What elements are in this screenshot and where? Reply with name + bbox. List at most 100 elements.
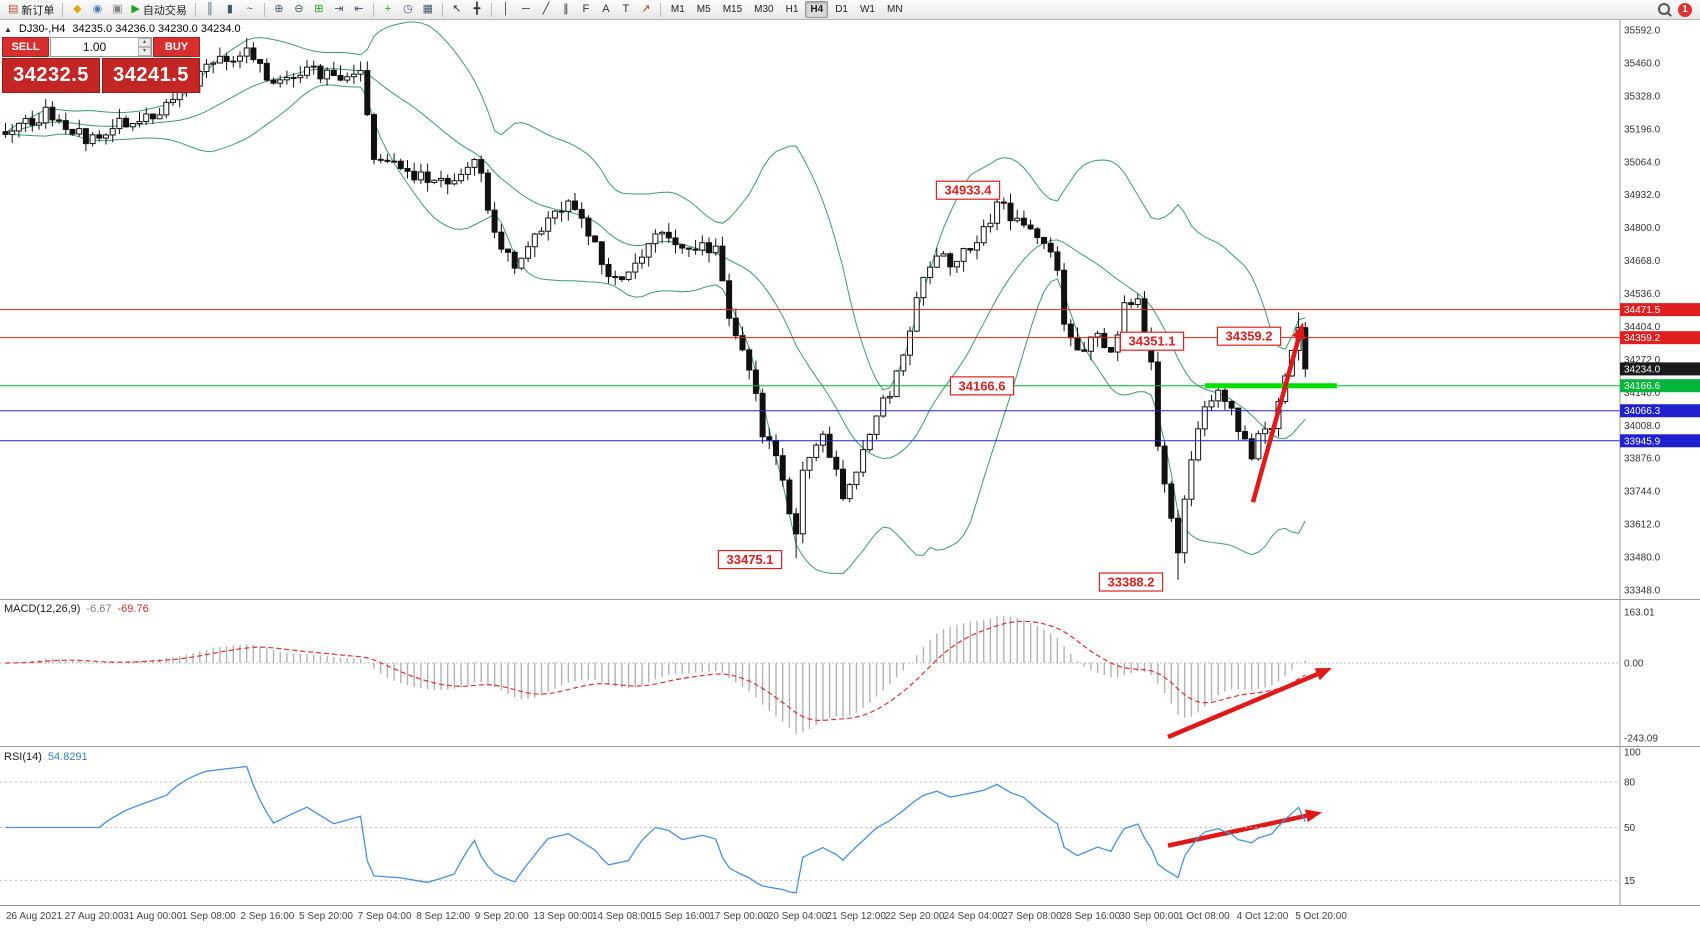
- macd-axis[interactable]: 163.01 0.00 -243.09: [1624, 608, 1658, 745]
- time-axis-label: 20 Sep 04:00: [768, 911, 828, 922]
- notification-badge[interactable]: 1: [1678, 2, 1692, 17]
- price-callout[interactable]: 34166.6: [949, 376, 1015, 396]
- macd-main-value: -6.67: [86, 603, 112, 615]
- zoom-in-icon: ⊕: [274, 3, 284, 15]
- toolbar-separator: [62, 2, 64, 17]
- timeframe-m5[interactable]: M5: [692, 1, 716, 18]
- svg-text:80: 80: [1624, 778, 1636, 789]
- text-icon: A: [602, 3, 610, 15]
- svg-text:33480.0: 33480.0: [1624, 553, 1661, 564]
- svg-text:34800.0: 34800.0: [1624, 223, 1661, 234]
- tile-windows-icon: ⊞: [314, 3, 324, 15]
- price-callout[interactable]: 33388.2: [1098, 572, 1164, 592]
- price-tag: 34066.3: [1620, 404, 1700, 418]
- timeframe-mn[interactable]: MN: [882, 1, 908, 18]
- new-order-icon: ▤: [8, 3, 19, 15]
- templates-icon[interactable]: ▦: [418, 1, 438, 19]
- time-axis-label: 8 Sep 12:00: [416, 911, 470, 922]
- label-icon[interactable]: T: [616, 1, 636, 19]
- price-callout[interactable]: 34351.1: [1119, 331, 1185, 351]
- timeframe-h1[interactable]: H1: [781, 1, 804, 18]
- ask-price[interactable]: 34241.5: [102, 58, 200, 93]
- time-axis-label: 4 Oct 12:00: [1237, 911, 1289, 922]
- svg-text:34536.0: 34536.0: [1624, 289, 1661, 300]
- svg-text:33876.0: 33876.0: [1624, 454, 1661, 465]
- zoom-out-icon[interactable]: ⊖: [289, 1, 309, 19]
- time-axis-label: 1 Oct 08:00: [1178, 911, 1230, 922]
- rsi-value: 54.8291: [47, 751, 88, 763]
- horizontal-line-icon: ─: [521, 3, 530, 15]
- timeframe-w1[interactable]: W1: [855, 1, 880, 18]
- cursor-icon[interactable]: ↖: [447, 1, 467, 19]
- buy-button[interactable]: BUY: [153, 37, 200, 57]
- rsi-axis[interactable]: 100 80 50 15: [1624, 748, 1641, 887]
- market-watch-icon[interactable]: ◆: [67, 1, 87, 19]
- vertical-line-icon: │: [502, 3, 510, 15]
- line-chart-icon[interactable]: ~: [240, 1, 260, 19]
- timeframe-m30[interactable]: M30: [749, 1, 778, 18]
- time-axis-label: 26 Aug 2021: [6, 911, 63, 922]
- channel-icon[interactable]: ∥: [556, 1, 576, 19]
- time-axis-label: 2 Sep 16:00: [240, 911, 294, 922]
- svg-text:35196.0: 35196.0: [1624, 124, 1661, 135]
- trend-arrow-main[interactable]: [1250, 322, 1305, 503]
- toolbar: ▤ 新订单 ◆ ◉ ▣ ▶ 自动交易 ║ ▮ ~ ⊕ ⊖ ⊞ ⇥ ⇤ + ◷ ▦ ↖ ╋ │ ─ ╱ ∥ F A T ↗ M1 M5 M15…: [0, 0, 1700, 20]
- autotrade-button[interactable]: ▶ 自动交易: [127, 1, 190, 19]
- vertical-line-icon[interactable]: │: [496, 1, 516, 19]
- crosshair-icon[interactable]: ╋: [467, 1, 487, 19]
- trendline-icon[interactable]: ╱: [536, 1, 556, 19]
- trend-arrow-macd[interactable]: [1167, 668, 1332, 740]
- chart-shift-icon[interactable]: ⇤: [349, 1, 369, 19]
- bid-price[interactable]: 34232.5: [2, 58, 100, 93]
- sell-button[interactable]: SELL: [2, 37, 49, 57]
- fibonacci-icon[interactable]: F: [576, 1, 596, 19]
- new-order-button[interactable]: ▤ 新订单: [4, 1, 58, 19]
- navigator-icon[interactable]: ◉: [87, 1, 107, 19]
- periods-icon: ◷: [403, 3, 413, 15]
- price-callout[interactable]: 34359.2: [1216, 326, 1282, 346]
- one-click-collapse-icon[interactable]: ▲: [4, 24, 12, 34]
- svg-text:34359.2: 34359.2: [1226, 329, 1273, 344]
- volume-increase-button[interactable]: ▴: [138, 38, 151, 47]
- svg-text:34166.6: 34166.6: [959, 378, 1006, 393]
- price-axis[interactable]: 35592.0 35460.0 35328.0 35196.0 35064.0 34932…: [1620, 26, 1700, 597]
- time-axis[interactable]: 26 Aug 2021 27 Aug 20:00 31 Aug 00:00 1 Sep…: [6, 911, 1347, 922]
- svg-text:100: 100: [1624, 748, 1641, 759]
- bar-chart-icon: ║: [205, 3, 214, 15]
- volume-decrease-button[interactable]: ▾: [138, 47, 151, 56]
- svg-text:34234.0: 34234.0: [1624, 364, 1661, 375]
- timeframe-h4[interactable]: H4: [805, 1, 829, 18]
- bar-chart-icon[interactable]: ║: [200, 1, 220, 19]
- macd-name: MACD(12,26,9): [4, 603, 81, 615]
- zoom-in-icon[interactable]: ⊕: [269, 1, 289, 19]
- search-icon[interactable]: [1657, 2, 1672, 17]
- timeframe-m15[interactable]: M15: [718, 1, 747, 18]
- periods-icon[interactable]: ◷: [398, 1, 418, 19]
- price-callout[interactable]: 34933.4: [935, 180, 1001, 200]
- line-chart-icon: ~: [246, 3, 254, 15]
- timeframe-d1[interactable]: D1: [830, 1, 853, 18]
- svg-text:34272.0: 34272.0: [1624, 355, 1661, 366]
- svg-text:33388.2: 33388.2: [1108, 575, 1155, 590]
- timeframe-m1[interactable]: M1: [666, 1, 690, 18]
- svg-text:0.00: 0.00: [1624, 659, 1644, 670]
- toolbar-separator: [441, 2, 443, 17]
- horizontal-line-icon[interactable]: ─: [516, 1, 536, 19]
- candlestick-chart-icon[interactable]: ▮: [220, 1, 240, 19]
- terminal-icon[interactable]: ▣: [107, 1, 127, 19]
- price-callout[interactable]: 33475.1: [717, 549, 783, 570]
- volume-field[interactable]: 1.00 ▴ ▾: [50, 37, 152, 57]
- svg-text:35592.0: 35592.0: [1624, 26, 1661, 37]
- indicators-icon: +: [384, 3, 392, 15]
- auto-scroll-icon: ⇥: [334, 3, 344, 15]
- tile-windows-icon[interactable]: ⊞: [309, 1, 329, 19]
- auto-scroll-icon[interactable]: ⇥: [329, 1, 349, 19]
- new-order-button-label: 新订单: [21, 4, 55, 17]
- volume-value: 1.00: [82, 40, 107, 54]
- fibonacci-icon: F: [582, 3, 590, 15]
- indicators-icon[interactable]: +: [378, 1, 398, 19]
- arrows-icon[interactable]: ↗: [636, 1, 656, 19]
- text-icon[interactable]: A: [596, 1, 616, 19]
- time-axis-label: 31 Aug 00:00: [123, 911, 182, 922]
